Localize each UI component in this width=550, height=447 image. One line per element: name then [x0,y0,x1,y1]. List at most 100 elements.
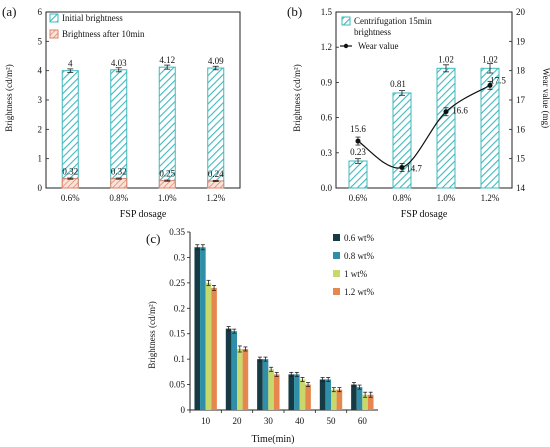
panel-c: (c) 0 0.05 0.1 0.15 0.2 0.25 0.3 0.35 10 20 30 40 50… [146,227,378,445]
panel-c-bar [299,379,306,410]
panel-c-ytick-label: 0 [181,405,186,415]
panel-a-bar [207,180,225,189]
panel-c-bar [325,379,331,410]
panel-b-wear-label: 15.6 [350,124,366,134]
panel-c-bar [237,348,243,410]
panel-b-ytick-label: 0.0 [321,183,333,193]
panel-c-bar [331,389,337,410]
panel-c-bar [211,287,217,410]
panel-c-bar [351,384,357,410]
panel-b-legend-swatch-bar [341,16,351,26]
panel-c-bar [362,394,368,410]
panel-a-legend-label: Brightness after 10min [62,29,145,39]
panel-c-legend-swatch [333,252,340,259]
panel-c-ylabel: Brightness (cd/m²) [147,301,157,368]
panel-c-bar [367,394,374,410]
panel-b-plot: 0.0 0.3 0.6 0.9 1.2 1.5 14 15 16 17 18 19 20 0.6% 0.8%… [321,7,526,203]
panel-b-wear-label: 17.5 [490,75,506,85]
panel-b-y2tick-label: 20 [516,7,526,17]
panel-c-ytick-label: 0.25 [169,278,185,288]
panel-b-y2tick-label: 18 [516,66,526,76]
panel-b-wear-label: 16.6 [452,106,468,116]
panel-b-legend-label-bar-2: brightness [354,27,391,37]
panel-c-legend-label: 1 wt% [344,269,368,279]
panel-a-data-label: 4 [68,59,73,69]
panel-c-ytick-label: 0.1 [174,354,185,364]
panel-a-data-label: 0.32 [62,167,78,177]
panel-a-data-label: 4.12 [159,55,175,65]
panel-a-xlabel: FSP dosage [120,209,167,220]
panel-b-y2tick-label: 17 [516,95,526,105]
panel-a-xtick-label: 0.8% [109,193,128,203]
panel-c-bar [268,369,274,410]
panel-a-data-label: 4.09 [208,56,224,66]
panel-b-bar [392,92,412,189]
panel-c-legend-label: 1.2 wt% [344,287,375,297]
panel-c-ytick-label: 0.35 [169,227,185,237]
panel-b-y2label: Wear value (mg) [541,68,550,128]
panel-b-bar [436,67,456,189]
panel-b-wear-point [443,109,449,115]
panel-a-ytick-label: 1 [38,154,43,164]
panel-c-bar [288,374,295,410]
panel-c-label: (c) [146,231,160,246]
panel-b-bar-label: 0.23 [350,147,366,157]
panel-a-xtick-label: 1.0% [158,193,177,203]
panel-b-ytick-label: 1.5 [321,7,333,17]
panel-a-xtick-label: 0.6% [61,193,80,203]
panel-b-wear-line [357,84,491,169]
panel-b-ytick-label: 0.9 [321,77,333,87]
panel-c-bar [273,374,280,410]
panel-c-xtick-label: 10 [201,416,211,426]
panel-b-xtick-label: 1.2% [481,193,500,203]
panel-c-bar [205,282,212,410]
panel-c-legend-swatch [333,270,340,277]
panel-b-wear-label: 14.7 [406,163,422,173]
panel-b-xtick-label: 0.8% [393,193,412,203]
panel-c-bar [242,348,249,410]
panel-b-legend-label-bar: Centrifugation 15min [354,16,432,26]
panel-c-xtick-label: 30 [264,416,274,426]
panel-c-bar [294,374,300,410]
panel-a-data-label: 0.32 [111,167,127,177]
panel-c-xtick-label: 50 [327,416,337,426]
panel-a-label: (a) [2,4,16,19]
panel-b-bar [348,160,368,189]
panel-b-wear-point [487,82,493,88]
panel-c-bar [194,247,201,410]
panel-c-ytick-label: 0.2 [174,303,185,313]
panel-a-legend-swatch [49,29,59,39]
panel-a-legend-swatch [49,13,59,23]
panel-b-ytick-label: 0.6 [321,113,333,123]
panel-b-y2tick-label: 15 [516,154,526,164]
panel-b-y2tick-label: 19 [516,36,526,46]
panel-c-ytick-label: 0.15 [169,329,185,339]
panel-c-bar [231,331,237,410]
panel-b-bar-label: 1.02 [482,54,498,64]
panel-c-bar [257,359,263,410]
panel-a-bar [110,178,128,189]
panel-c-bar [262,359,269,410]
panel-b: (b) 0.0 0.3 0.6 0.9 1.2 1.5 14 15 16 17 18 19 20 0.6%… [287,4,550,220]
panel-b-legend-swatch-point [343,43,349,49]
panel-b-label: (b) [287,4,302,19]
panel-c-bar [200,247,206,410]
panel-a-legend-label: Initial brightness [62,13,123,23]
panel-b-wear-point [399,164,405,170]
panel-b-xtick-label: 1.0% [437,193,456,203]
panel-a-ytick-label: 0 [38,183,43,193]
panel-c-legend-label: 0.6 wt% [344,233,375,243]
panel-c-xtick-label: 60 [358,416,368,426]
panel-a-ytick-label: 5 [38,36,43,46]
panel-b-bar-label: 0.81 [390,79,406,89]
panel-c-xtick-label: 40 [295,416,305,426]
panel-c-bar [356,387,363,410]
panel-b-y2tick-label: 16 [516,124,526,134]
panel-b-bar-label: 1.02 [438,54,454,64]
panel-a-bar [61,178,79,189]
panel-b-legend-label-line: Wear value [358,41,399,51]
panel-a: (a) 0 1 2 3 4 5 6 0.6% 0.8% 1.0% 1.2% 4 4.03 4.12 4.09… [2,4,241,220]
panel-c-legend-swatch [333,234,340,241]
panel-b-wear-point [355,138,361,144]
panel-c-bar [336,389,343,410]
